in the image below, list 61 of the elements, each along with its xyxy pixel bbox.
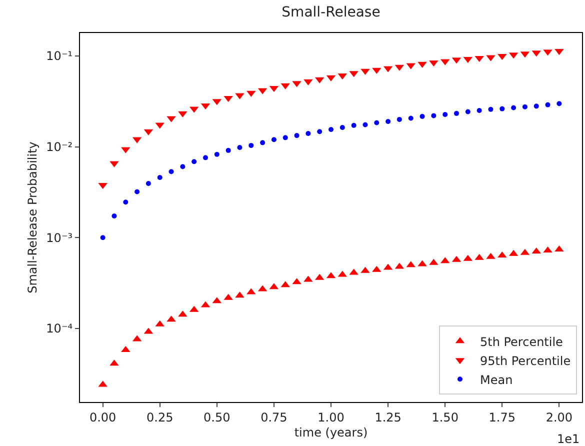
chart-title: Small-Release: [282, 4, 380, 20]
x-tick-label: 2.00: [546, 410, 573, 424]
point: [522, 104, 528, 110]
point: [282, 135, 288, 140]
x-tick-label: 1.25: [374, 410, 402, 424]
point: [317, 129, 322, 134]
y-tick-label: 10⁻³: [46, 230, 73, 245]
legend-label: 5th Percentile: [480, 334, 563, 349]
legend-label: 95th Percentile: [480, 354, 571, 368]
point: [328, 127, 334, 132]
point: [442, 112, 448, 117]
point: [454, 110, 459, 116]
point: [374, 120, 380, 126]
point: [237, 144, 242, 150]
point: [203, 155, 208, 160]
point: [340, 125, 345, 130]
point: [545, 102, 550, 108]
x-tick-label: 0.50: [204, 410, 230, 424]
point: [420, 114, 425, 119]
x-tick-label: 0.00: [89, 410, 116, 424]
point: [271, 137, 276, 142]
x-tick-label: 1.50: [432, 410, 458, 424]
x-tick-label: 1.00: [318, 410, 344, 424]
point: [386, 118, 391, 124]
y-tick-label: 10⁻¹: [46, 49, 73, 64]
point: [534, 104, 539, 109]
y-tick-label: 10⁻²: [46, 140, 73, 154]
y-axis-title: Small-Release Probability: [25, 142, 40, 294]
text: 1e1: [557, 432, 580, 446]
point: [306, 131, 311, 136]
point: [180, 164, 186, 170]
point: [362, 122, 368, 128]
point: [146, 181, 151, 186]
x-tick-label: 0.25: [146, 410, 174, 424]
point: [351, 122, 356, 128]
point: [100, 235, 106, 240]
point: [431, 113, 436, 118]
legend-label: Mean: [480, 372, 513, 387]
point: [168, 169, 174, 174]
point: [214, 152, 220, 157]
point: [248, 142, 254, 148]
point: [488, 106, 494, 112]
point: [260, 140, 266, 146]
point: [408, 116, 414, 121]
point: [556, 101, 562, 106]
point: [157, 175, 162, 180]
x-axis-title: time (years): [294, 425, 368, 440]
point: [192, 159, 197, 164]
point: [226, 148, 231, 153]
point: [465, 109, 470, 114]
point: [294, 133, 300, 138]
point: [134, 189, 140, 194]
x-tick-label: 0.75: [260, 410, 288, 424]
point: [396, 116, 402, 122]
point: [476, 108, 482, 113]
point: [112, 214, 117, 219]
x-tick-label: 1.75: [488, 410, 516, 424]
point: [500, 106, 505, 112]
point: [123, 200, 128, 205]
point: [511, 105, 516, 110]
y-tick-label: 10⁻⁴: [46, 322, 73, 336]
